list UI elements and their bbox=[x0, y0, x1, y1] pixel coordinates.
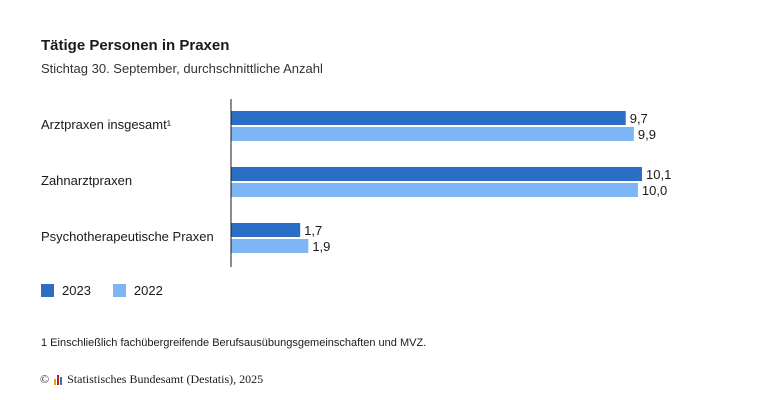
data-label-2022: 1,9 bbox=[312, 239, 330, 254]
destatis-logo-icon bbox=[54, 374, 63, 385]
data-label-2023: 10,1 bbox=[646, 167, 671, 182]
bar-chart: Arztpraxen insgesamt¹ 9,79,9 Zahnarztpraxe… bbox=[41, 99, 671, 267]
chart-title: Tätige Personen in Praxen bbox=[41, 37, 230, 54]
category-label: Arztpraxen insgesamt¹ bbox=[41, 117, 172, 132]
bar-2022[interactable] bbox=[231, 239, 309, 253]
bar-2022[interactable] bbox=[231, 127, 634, 141]
source-line: © Statistisches Bundesamt (Destatis), 20… bbox=[40, 372, 263, 387]
category-label: Zahnarztpraxen bbox=[41, 173, 132, 188]
bar-2023[interactable] bbox=[231, 223, 301, 237]
legend-swatch-2023 bbox=[41, 284, 54, 297]
bar-2023[interactable] bbox=[231, 167, 642, 181]
legend-item-2022[interactable]: 2022 bbox=[112, 283, 163, 298]
bar-2022[interactable] bbox=[231, 183, 638, 197]
data-label-2023: 9,7 bbox=[630, 111, 648, 126]
source-text: Statistisches Bundesamt (Destatis), 2025 bbox=[67, 372, 264, 386]
footnote: 1 Einschließlich fachübergreifende Beruf… bbox=[41, 337, 427, 349]
copyright-symbol: © bbox=[40, 372, 50, 386]
data-label-2023: 1,7 bbox=[304, 223, 322, 238]
category-label: Psychotherapeutische Praxen bbox=[41, 229, 214, 244]
data-label-2022: 9,9 bbox=[638, 127, 656, 142]
legend-item-2023[interactable]: 2023 bbox=[41, 283, 91, 298]
chart-subtitle: Stichtag 30. September, durchschnittlich… bbox=[41, 61, 323, 76]
legend-label-2023: 2023 bbox=[62, 283, 91, 298]
legend-label-2022: 2022 bbox=[133, 283, 163, 298]
chart-legend: 2023 2022 bbox=[41, 283, 163, 298]
bar-2023[interactable] bbox=[231, 111, 626, 125]
data-label-2022: 10,0 bbox=[642, 183, 667, 198]
legend-swatch-2022 bbox=[112, 284, 126, 297]
